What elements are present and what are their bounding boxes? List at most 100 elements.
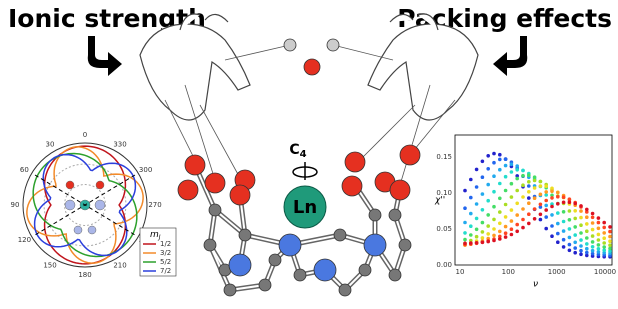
dot [585, 208, 589, 212]
dot [602, 231, 606, 235]
dot [527, 190, 531, 194]
dot [544, 208, 548, 212]
dot [573, 225, 577, 229]
atom [66, 181, 74, 189]
dot [486, 213, 490, 217]
dot [539, 184, 543, 188]
dot [521, 174, 525, 178]
atom [369, 209, 381, 221]
dot [585, 251, 589, 255]
dot [585, 242, 589, 246]
angle-label: 300 [139, 166, 152, 174]
angle-label: 210 [113, 262, 126, 270]
dot [602, 221, 606, 225]
dot [475, 185, 479, 189]
dot [515, 177, 519, 181]
angle-label: 330 [113, 140, 126, 148]
atom [269, 254, 281, 266]
dot [486, 224, 490, 228]
atom [284, 39, 296, 51]
dot [492, 234, 496, 238]
rotation-axis [293, 162, 317, 180]
dot [573, 241, 577, 245]
atom [239, 229, 251, 241]
dot [544, 215, 548, 219]
dot [568, 218, 572, 222]
dot [498, 168, 502, 172]
dot [579, 238, 583, 242]
dot [515, 230, 519, 234]
dot [562, 210, 566, 214]
dot [463, 189, 467, 193]
dot [591, 221, 595, 225]
dot [556, 191, 560, 195]
atom [205, 173, 225, 193]
atom [400, 145, 420, 165]
dot [492, 152, 496, 156]
dot [573, 233, 577, 237]
dot [602, 248, 606, 252]
angle-label: 120 [18, 236, 31, 244]
dot [527, 222, 531, 226]
axis-sub: 4 [300, 149, 307, 160]
atom [204, 239, 216, 251]
dot [544, 199, 548, 203]
legend-label: 1/2 [160, 240, 171, 248]
dot [579, 244, 583, 248]
dot [608, 247, 612, 251]
dot [597, 238, 601, 242]
dot [481, 221, 485, 225]
dot [597, 227, 601, 231]
dot [556, 202, 560, 206]
dot [579, 231, 583, 235]
dot [469, 196, 473, 200]
ac-plot: 0.150.100.050.0010100100010000χ''ν [434, 135, 616, 290]
dot [556, 195, 560, 199]
x-tick-label: 10 [456, 268, 465, 276]
atom [229, 254, 251, 276]
dot [556, 232, 560, 236]
dot [498, 237, 502, 241]
dot [504, 189, 508, 193]
angle-label: 30 [46, 140, 55, 148]
dot [544, 190, 548, 194]
dot [463, 221, 467, 225]
legend-label: 7/2 [160, 267, 171, 275]
dot [573, 209, 577, 213]
dot [527, 180, 531, 184]
dot [550, 213, 554, 217]
dot [469, 224, 473, 228]
dot [510, 208, 514, 212]
dot [544, 193, 548, 197]
atom [96, 181, 104, 189]
dot [463, 242, 467, 246]
atom [304, 59, 320, 75]
dot [510, 195, 514, 199]
dot [568, 236, 572, 240]
atom [364, 234, 386, 256]
dot [591, 228, 595, 232]
atom [327, 39, 339, 51]
dot [492, 190, 496, 194]
dot [602, 236, 606, 240]
dot [492, 239, 496, 243]
dot [539, 203, 543, 207]
dot [556, 222, 560, 226]
polar-plot: 0306090120150180210240270300330mJ1/23/25… [11, 131, 176, 279]
plot-frame [455, 135, 612, 265]
dot [521, 207, 525, 211]
dot [527, 201, 531, 205]
angle-label: 90 [11, 201, 20, 209]
ion-label: Ln [293, 197, 317, 218]
dot [533, 186, 537, 190]
dot [475, 241, 479, 245]
dot [608, 243, 612, 247]
dot [486, 199, 490, 203]
dot [498, 230, 502, 234]
dot [504, 203, 508, 207]
dot [527, 173, 531, 177]
dot [521, 226, 525, 230]
dot [469, 212, 473, 216]
dot [475, 235, 479, 239]
y-tick-label: 0.00 [436, 261, 452, 269]
